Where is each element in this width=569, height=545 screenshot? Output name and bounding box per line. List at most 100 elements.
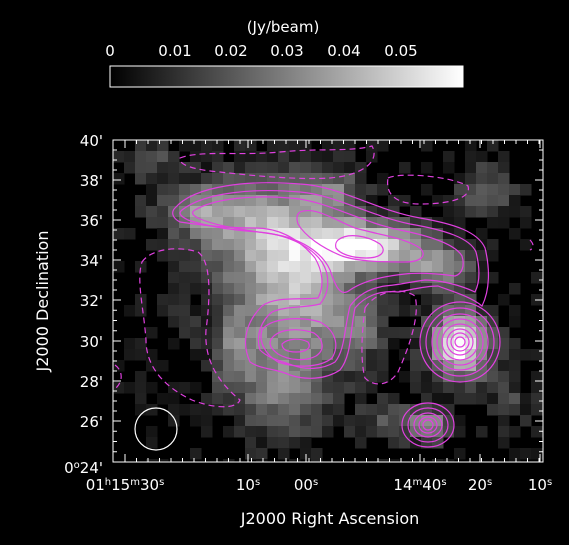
map-pixel (146, 173, 158, 185)
map-pixel (388, 415, 400, 427)
map-pixel (432, 261, 444, 273)
map-pixel (146, 426, 158, 438)
map-pixel (421, 294, 433, 306)
map-pixel (278, 393, 290, 405)
map-pixel (520, 239, 532, 251)
map-pixel (322, 338, 334, 350)
map-pixel (190, 272, 202, 284)
map-pixel (234, 305, 246, 317)
map-pixel (146, 349, 158, 361)
map-pixel (245, 228, 257, 240)
map-pixel (432, 327, 444, 339)
map-pixel (344, 228, 356, 240)
map-pixel (476, 371, 488, 383)
source-contour-ring (446, 328, 474, 356)
map-pixel (278, 250, 290, 262)
map-pixel (179, 382, 191, 394)
map-pixel (388, 283, 400, 295)
point-source-contours (419, 301, 501, 383)
map-pixel (520, 448, 532, 460)
map-pixel (179, 316, 191, 328)
map-pixel (443, 272, 455, 284)
colorbar-tick-label: 0 (105, 42, 115, 60)
map-pixel (278, 327, 290, 339)
map-pixel (355, 206, 367, 218)
map-pixel (245, 217, 257, 229)
map-pixel (234, 349, 246, 361)
map-pixel (366, 206, 378, 218)
map-pixel (135, 338, 147, 350)
map-pixel (443, 283, 455, 295)
map-pixel (289, 316, 301, 328)
map-pixel (377, 239, 389, 251)
map-pixel (377, 261, 389, 273)
map-pixel (333, 272, 345, 284)
map-pixel (179, 294, 191, 306)
map-pixel (300, 338, 312, 350)
map-pixel (212, 140, 224, 152)
map-pixel (366, 338, 378, 350)
map-pixel (498, 393, 510, 405)
map-pixel (432, 250, 444, 262)
map-pixel (256, 371, 268, 383)
map-pixel (289, 349, 301, 361)
map-pixel (223, 195, 235, 207)
map-pixel (322, 305, 334, 317)
map-pixel (256, 349, 268, 361)
map-pixel (421, 437, 433, 449)
map-pixel (443, 360, 455, 372)
map-pixel (212, 195, 224, 207)
map-pixel (179, 305, 191, 317)
map-pixel (212, 316, 224, 328)
map-pixel (520, 184, 532, 196)
map-pixel (421, 382, 433, 394)
map-pixel (201, 327, 213, 339)
map-pixel (355, 382, 367, 394)
map-pixel (443, 415, 455, 427)
map-pixel (146, 184, 158, 196)
map-pixel (267, 272, 279, 284)
map-pixel (201, 404, 213, 416)
map-pixel (542, 239, 543, 251)
map-pixel (322, 349, 334, 361)
map-pixel (289, 437, 301, 449)
map-pixel (278, 426, 290, 438)
map-pixel (256, 459, 268, 462)
map-pixel (267, 151, 279, 163)
map-pixel (487, 162, 499, 174)
map-pixel (245, 448, 257, 460)
map-pixel (333, 349, 345, 361)
map-pixel (234, 206, 246, 218)
map-pixel (377, 173, 389, 185)
map-pixel (344, 217, 356, 229)
map-pixel (267, 371, 279, 383)
map-pixel (300, 261, 312, 273)
map-pixel (190, 162, 202, 174)
map-pixel (201, 173, 213, 185)
map-pixel (245, 360, 257, 372)
map-pixel (366, 250, 378, 262)
map-pixel (432, 239, 444, 251)
map-pixel (311, 415, 323, 427)
map-pixel (454, 272, 466, 284)
map-pixel (278, 305, 290, 317)
map-pixel (388, 459, 400, 462)
map-pixel (432, 283, 444, 295)
map-pixel (179, 140, 191, 152)
source-contour-ring (425, 307, 495, 377)
map-pixel (278, 195, 290, 207)
map-pixel (421, 316, 433, 328)
map-pixel (465, 382, 477, 394)
map-pixel (355, 261, 367, 273)
map-pixel (278, 261, 290, 273)
map-pixel (509, 338, 521, 350)
map-pixel (135, 162, 147, 174)
map-pixel (201, 217, 213, 229)
map-pixel (245, 151, 257, 163)
map-pixel (212, 272, 224, 284)
map-pixel (333, 338, 345, 350)
map-pixel (223, 404, 235, 416)
map-pixel (388, 272, 400, 284)
map-pixel (300, 426, 312, 438)
